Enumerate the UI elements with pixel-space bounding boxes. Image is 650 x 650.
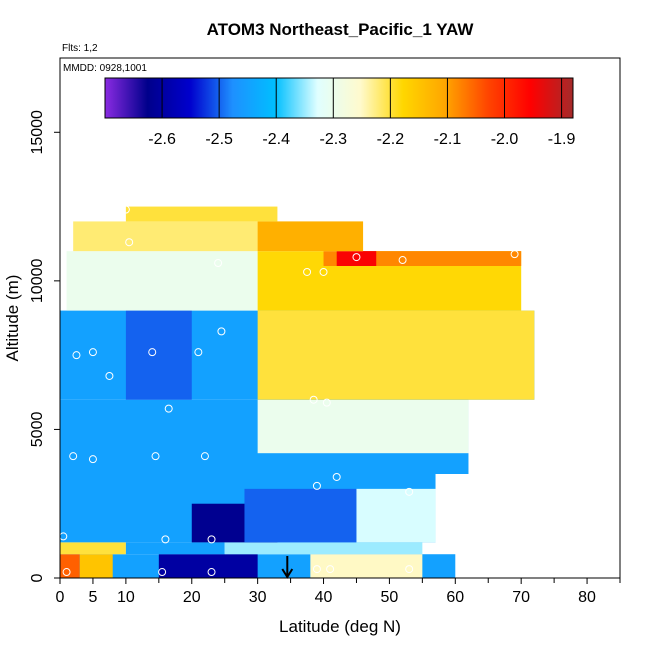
colorbar	[104, 77, 574, 119]
colorbar-ticks: -2.6 -2.5 -2.4 -2.3 -2.2 -2.1 -2.0 -1.9	[148, 78, 575, 148]
x-tick-label: 40	[315, 589, 333, 606]
sample-point	[151, 452, 160, 461]
colorbar-tick-label: -2.5	[205, 131, 233, 148]
colorbar-tick-label: -1.9	[548, 131, 576, 148]
heatmap-cell	[125, 310, 192, 400]
sample-point	[60, 532, 68, 541]
sample-point	[88, 455, 97, 464]
x-tick-label: 80	[578, 589, 596, 606]
sample-point	[207, 535, 216, 544]
arrow-head	[281, 568, 294, 579]
y-tick-label: 0	[29, 573, 46, 582]
y-axis-label: Altitude (m)	[3, 275, 22, 362]
x-tick-label: 60	[446, 589, 464, 606]
sample-point	[148, 348, 157, 357]
y-axis: 0 5000 10000 15000	[29, 110, 60, 582]
latitude-arrow	[281, 556, 294, 579]
sample-point	[88, 348, 97, 357]
sample-point	[194, 348, 203, 357]
sample-point	[319, 267, 328, 276]
x-tick-label: 5	[88, 589, 97, 606]
heatmap-cell	[224, 542, 423, 555]
sample-point	[312, 565, 321, 574]
x-tick-label: 50	[381, 589, 399, 606]
heatmap-cell	[244, 488, 357, 543]
sample-point	[322, 398, 331, 407]
flights-text: Flts: 1,2	[62, 43, 98, 54]
colorbar-tick-label: -2.0	[491, 131, 519, 148]
sample-point	[121, 205, 130, 214]
colorbar-tick-label: -2.6	[148, 131, 176, 148]
sample-point	[69, 452, 78, 461]
heatmap-cell	[257, 399, 469, 454]
sample-point	[405, 565, 414, 574]
sample-point	[332, 472, 341, 481]
heatmap-cell	[257, 221, 364, 252]
heatmap-cell	[125, 542, 225, 555]
sample-point	[352, 253, 361, 262]
sample-point	[510, 250, 519, 259]
sample-point	[217, 327, 226, 336]
heatmap-cell	[356, 488, 436, 543]
colorbar-tick-label: -2.3	[320, 131, 348, 148]
x-tick-label: 10	[117, 589, 135, 606]
sample-point	[398, 256, 407, 265]
heatmap-cell	[336, 251, 377, 266]
heatmap-cell	[125, 206, 278, 222]
x-tick-label: 20	[183, 589, 201, 606]
chart-title: ATOM3 Northeast_Pacific_1 YAW	[207, 20, 475, 39]
heatmap-cell	[310, 554, 423, 578]
y-tick-label: 10000	[29, 259, 46, 304]
sample-point	[303, 267, 312, 276]
x-tick-label: 0	[56, 589, 65, 606]
sample-point	[125, 238, 134, 247]
heatmap-cell	[79, 554, 113, 578]
sample-point	[405, 487, 414, 496]
heatmap-cell	[257, 310, 535, 400]
sample-point	[312, 481, 321, 490]
heatmap-cell	[60, 542, 126, 555]
heatmap-regions	[60, 206, 535, 578]
sample-point	[309, 395, 318, 404]
sample-points	[60, 205, 519, 577]
y-tick-label: 15000	[29, 110, 46, 155]
x-axis-label: Latitude (deg N)	[279, 617, 401, 636]
x-tick-label: 30	[249, 589, 267, 606]
sample-point	[164, 404, 173, 413]
sample-point	[200, 452, 209, 461]
heatmap-cell	[60, 554, 80, 578]
plot-frame	[59, 57, 621, 579]
sample-point	[214, 259, 223, 268]
y-tick-label: 5000	[29, 412, 46, 448]
dates-text: MMDD: 0928,1001	[63, 63, 147, 74]
sample-point	[161, 535, 170, 544]
x-axis: 0 5 10 20 30 40 50 60 70 80	[56, 578, 621, 606]
colorbar-tick-label: -2.2	[377, 131, 405, 148]
sample-point	[62, 568, 71, 577]
colorbar-tick-label: -2.1	[434, 131, 462, 148]
sample-point	[105, 371, 114, 380]
heatmap-cell	[158, 554, 258, 578]
x-tick-label: 70	[512, 589, 530, 606]
sample-point	[72, 351, 81, 360]
sample-point	[207, 568, 216, 577]
colorbar-tick-label: -2.4	[262, 131, 290, 148]
sample-point	[326, 565, 335, 574]
sample-point	[158, 568, 167, 577]
